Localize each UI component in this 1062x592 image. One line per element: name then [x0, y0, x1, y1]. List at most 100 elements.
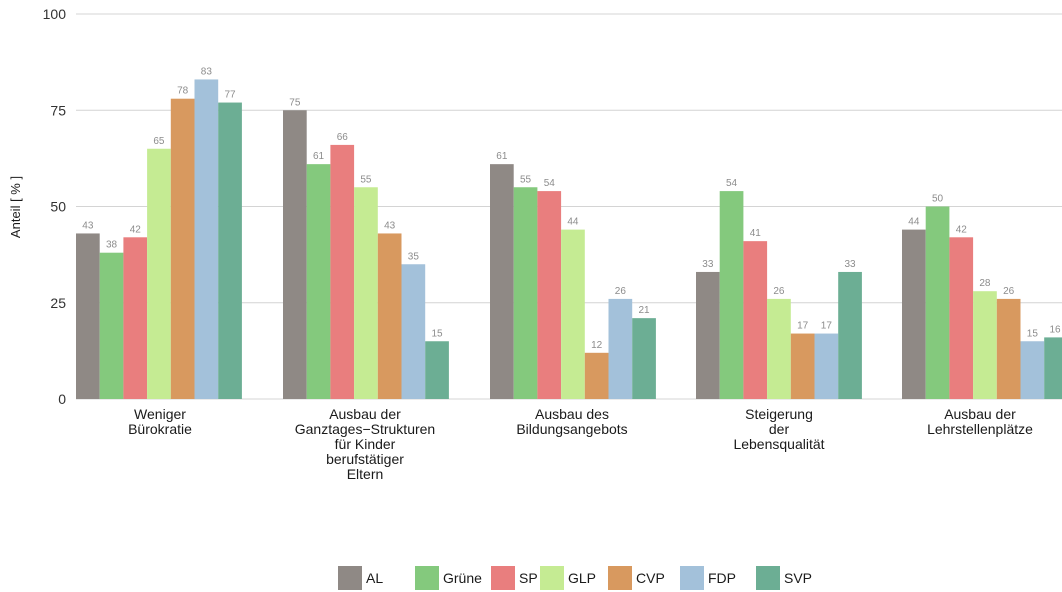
legend-item-al: AL: [338, 566, 383, 590]
bar-cvp-3: [790, 333, 815, 399]
bar-al-3: [696, 271, 720, 399]
x-category-label-line: Ausbau der: [944, 406, 1016, 422]
y-axis-ticks: 0 25 50 75 100: [43, 6, 67, 407]
value-label: 28: [979, 278, 991, 289]
legend-swatch: [540, 566, 564, 590]
value-label: 35: [408, 251, 420, 262]
legend-swatch: [608, 566, 632, 590]
value-label: 55: [360, 174, 372, 185]
legend-swatch: [415, 566, 439, 590]
x-category-label-line: Lehrstellenplätze: [927, 421, 1033, 437]
x-category-label-line: Eltern: [347, 466, 384, 482]
value-label: 26: [1003, 286, 1015, 297]
bar-grne-1: [306, 164, 331, 399]
value-label: 65: [153, 136, 165, 147]
bar-fdp-3: [814, 333, 839, 399]
value-label: 83: [201, 66, 213, 77]
x-category-label-line: Ausbau des: [535, 406, 609, 422]
bar-svp-0: [218, 102, 242, 400]
value-label: 50: [932, 194, 944, 205]
bar-grne-2: [513, 187, 538, 399]
legend-label: SVP: [784, 570, 812, 586]
value-label: 77: [224, 90, 236, 101]
legend-swatch: [680, 566, 704, 590]
value-label: 61: [496, 151, 508, 162]
bar-sp-4: [949, 237, 974, 399]
value-label: 42: [130, 224, 142, 235]
bars: [76, 79, 1062, 400]
bar-al-2: [490, 164, 514, 399]
value-label: 21: [638, 305, 650, 316]
legend-item-fdp: FDP: [680, 566, 736, 590]
value-label: 44: [567, 217, 579, 228]
bar-glp-4: [973, 291, 997, 399]
value-label: 33: [702, 259, 714, 270]
value-label: 66: [337, 132, 349, 143]
bar-cvp-1: [377, 233, 402, 399]
legend-label: SP: [519, 570, 538, 586]
value-labels: 43 75 61 33 44 38 61 55 54 50 42 66 54 41 42 65 55 44 26 28…: [82, 66, 1061, 350]
value-label: 78: [177, 86, 189, 97]
value-label: 43: [82, 220, 94, 231]
x-category-label-line: berufstätiger: [326, 451, 404, 467]
bar-cvp-2: [584, 352, 609, 399]
y-tick-label: 0: [58, 391, 66, 407]
bar-grne-0: [99, 252, 124, 399]
value-label: 54: [544, 178, 556, 189]
legend-swatch: [491, 566, 515, 590]
value-label: 42: [956, 224, 968, 235]
bar-svp-4: [1044, 337, 1062, 399]
bar-cvp-4: [996, 298, 1021, 399]
x-category-label-line: Bildungsangebots: [516, 421, 627, 437]
x-category-label-line: Ausbau der: [329, 406, 401, 422]
bar-glp-3: [767, 298, 791, 399]
bar-al-0: [76, 233, 100, 399]
bar-cvp-0: [170, 98, 195, 399]
bar-sp-3: [743, 241, 768, 399]
x-category-label-line: Ganztages−Strukturen: [295, 421, 435, 437]
y-axis-title: Anteil [ % ]: [8, 176, 23, 238]
value-label: 26: [773, 286, 785, 297]
legend-item-glp: GLP: [540, 566, 596, 590]
value-label: 15: [1027, 328, 1039, 339]
value-label: 17: [821, 321, 833, 332]
legend: AL Grüne SP GLP CVP FDP SVP: [338, 566, 812, 590]
legend-label: Grüne: [443, 570, 482, 586]
value-label: 26: [615, 286, 627, 297]
value-label: 16: [1049, 324, 1061, 335]
x-category-label-line: der: [769, 421, 790, 437]
y-tick-label: 25: [50, 295, 66, 311]
legend-swatch: [338, 566, 362, 590]
y-tick-label: 100: [43, 6, 67, 22]
legend-label: AL: [366, 570, 383, 586]
bar-fdp-1: [401, 264, 426, 399]
bar-al-1: [283, 110, 307, 399]
value-label: 33: [844, 259, 856, 270]
x-category-label-line: Lebensqualität: [733, 436, 824, 452]
value-label: 12: [591, 340, 603, 351]
x-category-label-line: Bürokratie: [128, 421, 192, 437]
value-label: 15: [431, 328, 443, 339]
value-label: 75: [289, 97, 301, 108]
value-label: 61: [313, 151, 325, 162]
bar-svp-2: [632, 318, 656, 399]
legend-item-grne: Grüne: [415, 566, 482, 590]
legend-item-svp: SVP: [756, 566, 812, 590]
bar-glp-1: [354, 187, 378, 399]
value-label: 54: [726, 178, 738, 189]
bar-svp-3: [838, 271, 862, 399]
bar-fdp-4: [1020, 341, 1045, 399]
bar-glp-0: [147, 148, 171, 399]
y-tick-label: 75: [50, 102, 66, 118]
y-tick-label: 50: [50, 199, 66, 215]
bar-fdp-0: [194, 79, 219, 399]
bar-glp-2: [561, 229, 585, 399]
bar-al-4: [902, 229, 926, 399]
x-category-label-line: Weniger: [134, 406, 186, 422]
value-label: 41: [750, 228, 762, 239]
bar-sp-1: [330, 144, 355, 399]
